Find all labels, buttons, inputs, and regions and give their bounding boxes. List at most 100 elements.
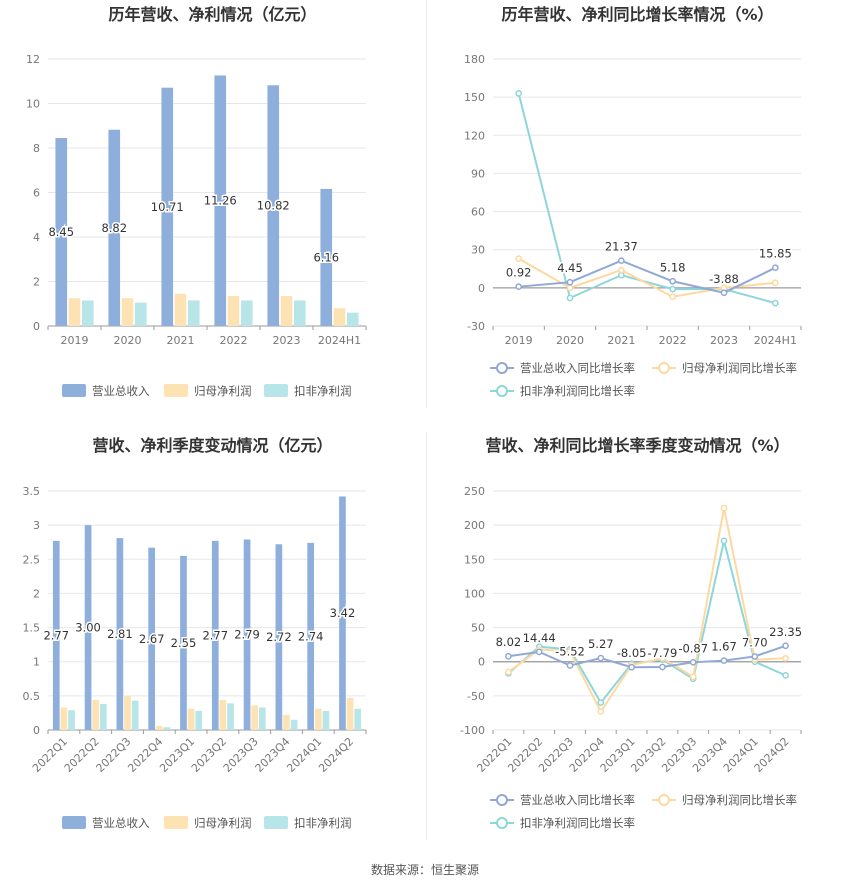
- series-point: [566, 662, 574, 669]
- chart-panel-quarterly-growth: 营收、净利同比增长率季度变动情况（%） -100 -50 0 50 100 150 200 25…: [425, 425, 850, 855]
- series-point: [751, 653, 759, 660]
- x-tick-label: 2022: [220, 334, 248, 347]
- x-tick-label: 2022: [659, 334, 687, 347]
- y-tick-label: 60: [471, 206, 485, 219]
- data-label: 8.02: [496, 635, 522, 649]
- chart-annual-growth: 历年营收、净利同比增长率情况（%） -30 0 30 60 90 120 150 180 2019…: [464, 5, 802, 398]
- data-label: 10.71: [151, 200, 184, 214]
- y-tick-label: 2: [33, 587, 40, 600]
- series-point: [617, 257, 625, 265]
- bar-revenue: [275, 544, 283, 730]
- y-tick-label: 30: [471, 244, 485, 257]
- series-point: [689, 673, 697, 681]
- bar-deducted-profit: [258, 707, 266, 730]
- legend-label: 扣非净利润同比增长率: [520, 384, 635, 398]
- y-tick-label: 50: [471, 622, 485, 635]
- legend-label: 归母净利润同比增长率: [682, 793, 797, 807]
- legend-label: 归母净利润: [194, 384, 252, 398]
- x-tick-label: 2019: [61, 334, 89, 347]
- series-point: [720, 537, 728, 545]
- y-tick-label: 3.5: [23, 485, 41, 498]
- x-tick-label: 2023: [710, 334, 738, 347]
- bar-deducted-profit: [131, 700, 139, 730]
- series-point: [515, 89, 523, 97]
- series-point: [566, 648, 574, 655]
- data-label: 2.79: [234, 628, 260, 642]
- series-point: [782, 642, 789, 650]
- legend-item: 扣非净利润同比增长率: [490, 816, 635, 830]
- y-tick-label: 10: [26, 98, 40, 111]
- series-point: [535, 648, 543, 656]
- y-tick-label: 150: [464, 91, 485, 104]
- chart-panel-annual-growth: 历年营收、净利同比增长率情况（%） -30 0 30 60 90 120 150 180 2019…: [425, 0, 850, 420]
- series-point: [597, 699, 605, 707]
- data-label: 3.00: [75, 621, 101, 635]
- legend-label: 扣非净利润: [294, 816, 352, 830]
- data-label: 2.77: [43, 628, 69, 642]
- y-tick-label: 0: [478, 656, 485, 669]
- bar-revenue: [267, 85, 280, 326]
- y-tick-label: 1.5: [23, 622, 41, 635]
- legend-swatch: [62, 816, 86, 829]
- series-point: [617, 266, 625, 274]
- legend-swatch: [264, 384, 288, 397]
- bar-net-profit: [60, 707, 68, 730]
- y-tick-label: 2.5: [23, 553, 41, 566]
- series-point: [720, 657, 728, 664]
- legend-item: 营业总收入: [62, 384, 150, 398]
- series-point: [720, 504, 728, 512]
- series-point: [689, 658, 697, 666]
- series-point: [597, 654, 605, 662]
- bar-revenue: [84, 525, 92, 730]
- y-tick-label: 0: [33, 724, 40, 737]
- series-point: [566, 294, 574, 302]
- bar-deducted-profit: [354, 708, 362, 730]
- data-label: 0.92: [506, 266, 532, 280]
- legend-item: 营业总收入同比增长率: [490, 361, 635, 375]
- bar-net-profit: [155, 725, 163, 730]
- bar-net-profit: [283, 714, 290, 730]
- y-tick-label: 12: [26, 53, 40, 66]
- y-tick-label: 6: [33, 187, 40, 200]
- bar-deducted-profit: [68, 710, 75, 730]
- x-tick-label: 2019: [505, 334, 533, 347]
- y-tick-label: 250: [464, 485, 485, 498]
- legend-swatch: [264, 816, 288, 829]
- legend-label: 扣非净利润同比增长率: [520, 816, 635, 830]
- legend-item: 归母净利润: [164, 384, 252, 398]
- series-point: [782, 654, 789, 662]
- series-point: [782, 672, 789, 679]
- bar-deducted-profit: [227, 703, 234, 730]
- data-label: 6.16: [313, 250, 339, 264]
- x-tick-label: 2021: [167, 334, 195, 347]
- data-label: 3.42: [330, 606, 356, 620]
- series-point: [659, 654, 666, 662]
- y-tick-label: 2: [33, 276, 40, 289]
- legend-item: 归母净利润同比增长率: [652, 793, 797, 807]
- bar-deducted-profit: [187, 300, 200, 326]
- chart-panel-quarterly-revenue-profit: 营收、净利季度变动情况（亿元） 0 0.5 1 1.5 2 2.5 3 3.5 2022Q1 202…: [0, 425, 425, 855]
- data-label: 5.27: [588, 637, 614, 651]
- data-label: 21.37: [605, 240, 638, 254]
- y-tick-label: 200: [464, 519, 485, 532]
- legend-marker: [496, 362, 508, 374]
- bar-net-profit: [314, 708, 322, 730]
- chart-panel-annual-revenue-profit: 历年营收、净利情况（亿元） 0 2 4 6 8 10 12 2019 2020 2021 2022 20…: [0, 0, 425, 420]
- series-line: [508, 644, 786, 669]
- chart-annual-revenue-profit: 历年营收、净利情况（亿元） 0 2 4 6 8 10 12 2019 2020 2021 2022 20…: [26, 5, 367, 398]
- bar-deducted-profit: [195, 710, 203, 730]
- series-point: [515, 283, 523, 291]
- data-label: 2.81: [107, 627, 133, 641]
- x-tick-label: 2024H1: [754, 334, 797, 347]
- series-line: [507, 507, 786, 714]
- data-label: 8.45: [48, 225, 74, 239]
- chart-title: 历年营收、净利情况（亿元）: [108, 5, 316, 24]
- legend-label: 营业总收入同比增长率: [520, 361, 635, 375]
- data-label: -5.52: [555, 644, 585, 658]
- x-tick-label: 2021: [607, 334, 635, 347]
- legend-item: 扣非净利润: [264, 384, 352, 398]
- bar-revenue: [52, 540, 60, 730]
- data-source-note: 数据来源：恒生聚源: [370, 863, 479, 877]
- y-tick-label: 0: [33, 320, 40, 333]
- series-point: [771, 299, 779, 307]
